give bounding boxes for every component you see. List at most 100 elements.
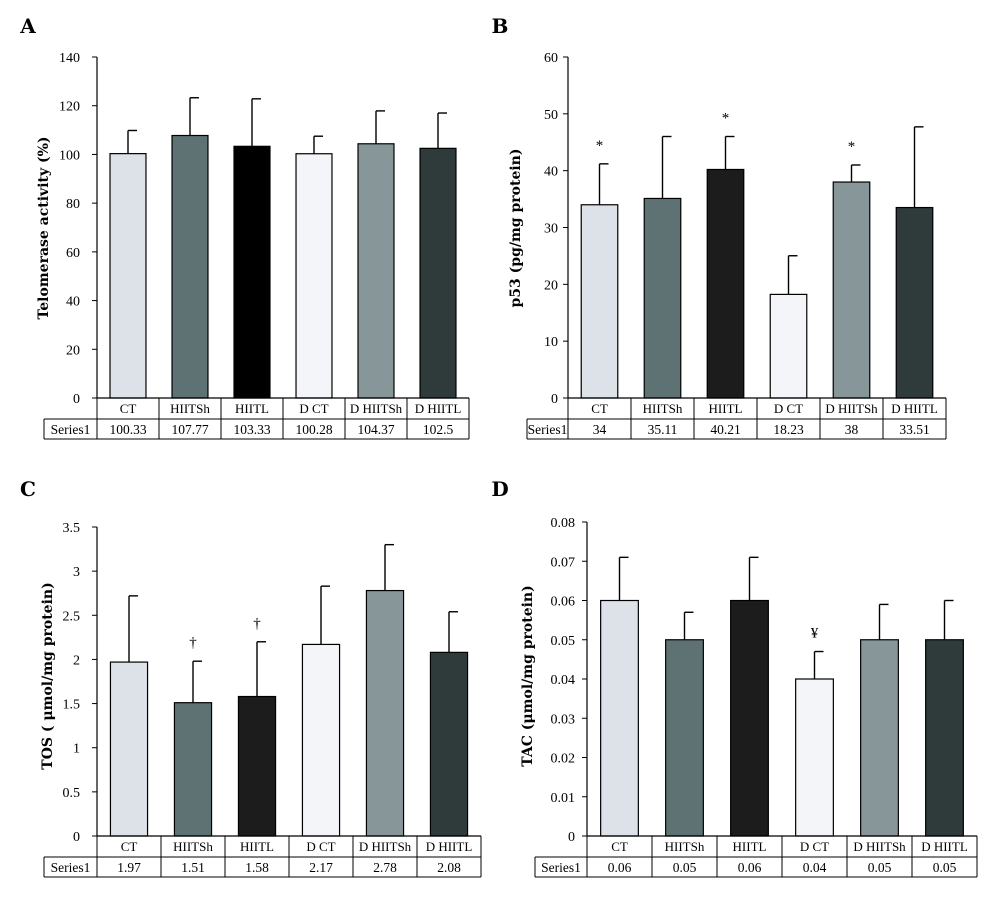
- panel-c-y-tick-label: 1.5: [63, 698, 81, 713]
- panel-a-bar: [171, 134, 209, 399]
- panel-a-series-name: Series1: [51, 422, 91, 437]
- panel-c-y-tick-label: 3.5: [63, 521, 81, 536]
- panel-c-y-axis-label: TOS ( μmol/mg protein): [40, 582, 56, 769]
- panel-d-bar: [860, 639, 899, 837]
- panel-c-series-name: Series1: [51, 860, 91, 875]
- panel-d-category-label: HIITL: [733, 839, 767, 854]
- panel-d-y-tick-label: 0.06: [551, 595, 576, 610]
- panel-b-y-tick-label: 0: [551, 392, 558, 407]
- panel-b-table-value: 18.23: [773, 422, 804, 437]
- panel-d-y-tick-label: 0: [568, 830, 575, 845]
- panel-b-bar: [832, 181, 871, 399]
- panel-a-category-label: D CT: [299, 401, 328, 416]
- panel-c-bar: [237, 695, 277, 837]
- panel-a-y-tick-label: 100: [59, 148, 80, 163]
- panel-b-table-value: 34: [593, 422, 607, 437]
- panel-a-category-label: CT: [120, 401, 137, 416]
- panel-a-table-value: 103.33: [233, 422, 270, 437]
- panel-b-category-label: CT: [591, 401, 608, 416]
- panel-d-series-name: Series1: [541, 860, 581, 875]
- panel-d-y-tick-label: 0.05: [551, 634, 576, 649]
- panel-b-y-tick-label: 40: [544, 165, 558, 180]
- panel-a-bar: [357, 143, 395, 399]
- panel-b-y-tick-label: 10: [544, 335, 558, 350]
- panel-c-table-value: 1.58: [245, 860, 269, 875]
- panel-c-y-tick-label: 1: [73, 742, 80, 757]
- panel-a-bar: [109, 153, 147, 399]
- panel-c-y-tick-label: 2.5: [63, 609, 81, 624]
- panel-b-bar: [895, 206, 934, 399]
- panel-d-y-tick-label: 0.03: [551, 712, 576, 727]
- panel-b-table-value: 38: [845, 422, 859, 437]
- panel-a-y-tick-label: 60: [66, 246, 80, 261]
- panel-c-bar: [109, 661, 149, 837]
- panel-c-table-value: 1.97: [117, 860, 141, 875]
- panel-c-significance-mark: †: [253, 616, 261, 632]
- panel-b-bar: [643, 197, 682, 399]
- panel-d-table-value: 0.04: [803, 860, 827, 875]
- panel-a-y-tick-label: 20: [66, 343, 80, 358]
- panel-b-table-value: 40.21: [710, 422, 740, 437]
- panel-c-letter: C: [20, 477, 36, 501]
- panel-d-y-tick-label: 0.04: [551, 673, 576, 688]
- panel-b-y-tick-label: 20: [544, 278, 558, 293]
- panel-d-table-value: 0.05: [673, 860, 697, 875]
- panel-a-table-value: 107.77: [171, 422, 208, 437]
- panel-d-y-axis-label: TAC (μmol/mg protein): [520, 585, 536, 766]
- panel-d-table-value: 0.05: [933, 860, 957, 875]
- panel-d-category-label: D CT: [800, 839, 829, 854]
- panel-b-category-label: D CT: [774, 401, 803, 416]
- panel-d-table-value: 0.06: [738, 860, 762, 875]
- panel-c-y-tick-label: 0.5: [63, 786, 81, 801]
- panel-c-table-value: 1.51: [181, 860, 205, 875]
- panel-b-letter: B: [492, 14, 509, 38]
- panel-c-category-label: D HIITL: [426, 839, 473, 854]
- panel-a-y-tick-label: 120: [59, 100, 80, 115]
- panel-b-bar: [706, 168, 745, 399]
- panel-d-letter: D: [491, 477, 508, 501]
- panel-a-category-label: HIITSh: [170, 401, 210, 416]
- panel-a-table-value: 102.5: [423, 422, 454, 437]
- panel-a-y-axis-label: Telomerase activity (%): [36, 136, 52, 319]
- panel-c-category-label: CT: [121, 839, 138, 854]
- panel-a-table-value: 100.33: [109, 422, 146, 437]
- panel-b-significance-mark: *: [596, 138, 604, 154]
- panel-d-category-label: HIITSh: [665, 839, 705, 854]
- panel-a-y-tick-label: 40: [66, 295, 80, 310]
- panel-d-y-tick-label: 0.02: [551, 752, 576, 767]
- panel-a-category-label: D HIITSh: [350, 401, 403, 416]
- panel-c-bar: [301, 643, 341, 837]
- panel-c-table-value: 2.17: [309, 860, 333, 875]
- panel-b-category-label: D HIITSh: [825, 401, 878, 416]
- panel-a-bar: [419, 147, 457, 399]
- panel-c-y-tick-label: 2: [73, 653, 80, 668]
- panel-c-category-label: HIITSh: [173, 839, 213, 854]
- panel-d-bar: [730, 599, 769, 837]
- panel-a-bar: [233, 145, 271, 399]
- panel-a-y-tick-label: 80: [66, 197, 80, 212]
- panel-d-significance-mark: ¥: [811, 626, 819, 642]
- panel-c-category-label: HIITL: [240, 839, 274, 854]
- panel-b-category-label: D HIITL: [891, 401, 938, 416]
- panel-d-y-tick-label: 0.08: [551, 516, 576, 531]
- panel-b-y-tick-label: 50: [544, 108, 558, 123]
- panel-d-bar: [925, 639, 964, 837]
- panel-c-category-label: D CT: [306, 839, 335, 854]
- panel-a-table-value: 100.28: [295, 422, 332, 437]
- panel-a-y-tick-label: 0: [73, 392, 80, 407]
- panel-b-category-label: HIITSh: [643, 401, 683, 416]
- panel-c-significance-mark: †: [189, 635, 197, 651]
- panel-d-table-value: 0.05: [868, 860, 892, 875]
- panel-d-table-value: 0.06: [608, 860, 632, 875]
- panel-c-bar: [173, 702, 213, 837]
- panel-d-category-label: D HIITL: [921, 839, 968, 854]
- panel-b-y-axis-label: p53 (pg/mg protein): [508, 149, 524, 308]
- panel-b-bar: [769, 293, 808, 399]
- panel-a-category-label: HIITL: [235, 401, 269, 416]
- panel-b-category-label: HIITL: [709, 401, 743, 416]
- panel-c-bar: [429, 651, 469, 837]
- panel-b-table-value: 33.51: [899, 422, 929, 437]
- panel-c-table-value: 2.78: [373, 860, 397, 875]
- panel-d-category-label: D HIITSh: [853, 839, 906, 854]
- panel-c-y-tick-label: 0: [73, 830, 80, 845]
